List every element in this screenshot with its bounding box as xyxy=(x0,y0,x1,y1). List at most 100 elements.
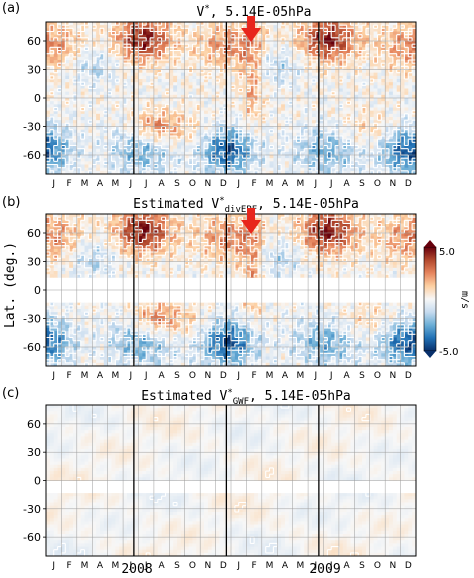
heatmap-cell xyxy=(269,91,274,96)
heatmap-cell xyxy=(273,129,278,134)
heatmap-cell xyxy=(304,82,309,86)
heatmap-cell xyxy=(308,69,313,74)
heatmap-cell xyxy=(111,126,116,131)
heatmap-cell xyxy=(157,41,163,45)
heatmap-cell xyxy=(111,72,116,77)
heatmap-cell xyxy=(342,129,348,134)
heatmap-cell xyxy=(157,126,163,131)
heatmap-cell xyxy=(269,101,274,105)
heatmap-cell xyxy=(219,75,224,80)
heatmap-cell xyxy=(99,217,105,221)
heatmap-cell xyxy=(234,31,240,36)
heatmap-cell xyxy=(69,98,74,102)
heatmap-cell xyxy=(234,145,240,150)
heatmap-cell xyxy=(169,220,174,224)
heatmap-cell xyxy=(335,155,340,159)
heatmap-cell xyxy=(53,47,58,51)
heatmap-cell xyxy=(227,104,232,108)
heatmap-cell xyxy=(207,47,213,51)
heatmap-cell xyxy=(165,41,170,45)
heatmap-cell xyxy=(238,142,243,146)
heatmap-cell xyxy=(115,220,120,224)
heatmap-cell xyxy=(412,132,416,137)
heatmap-cell xyxy=(308,151,313,156)
heatmap-cell xyxy=(231,132,236,137)
heatmap-cell xyxy=(373,155,378,159)
heatmap-cell xyxy=(84,44,89,48)
heatmap-cell xyxy=(184,94,189,99)
heatmap-cell xyxy=(404,63,409,67)
heatmap-cell xyxy=(150,56,155,61)
heatmap-cell xyxy=(49,28,55,32)
heatmap-cell xyxy=(192,91,197,96)
heatmap-cell xyxy=(72,37,78,42)
heatmap-cell xyxy=(177,63,182,67)
heatmap-cell xyxy=(115,75,120,80)
heatmap-cell xyxy=(319,82,324,86)
heatmap-cell xyxy=(408,110,413,115)
heatmap-cell xyxy=(315,123,321,127)
heatmap-cell xyxy=(296,136,301,140)
heatmap-cell xyxy=(103,85,109,89)
heatmap-cell xyxy=(269,139,274,143)
heatmap-cell xyxy=(377,170,382,174)
heatmap-cell xyxy=(49,164,55,169)
heatmap-cell xyxy=(284,151,290,156)
heatmap-cell xyxy=(180,136,186,140)
heatmap-cell xyxy=(377,132,382,137)
heatmap-cell xyxy=(281,170,286,174)
heatmap-cell xyxy=(338,82,344,86)
heatmap-cell xyxy=(331,123,336,127)
heatmap-cell xyxy=(103,94,109,99)
heatmap-cell xyxy=(242,94,247,99)
heatmap-cell xyxy=(223,91,228,96)
heatmap-cell xyxy=(381,123,386,127)
heatmap-cell xyxy=(319,120,324,124)
heatmap-cell xyxy=(49,170,55,174)
heatmap-cell xyxy=(111,44,116,48)
heatmap-cell xyxy=(53,167,58,172)
heatmap-cell xyxy=(373,145,378,150)
heatmap-cell xyxy=(107,28,112,32)
heatmap-cell xyxy=(400,88,405,93)
heatmap-cell xyxy=(350,129,355,134)
heatmap-cell xyxy=(277,220,282,224)
heatmap-cell xyxy=(327,117,332,121)
heatmap-cell xyxy=(381,85,386,89)
heatmap-cell xyxy=(396,66,401,70)
heatmap-cell xyxy=(284,66,290,70)
heatmap-cell xyxy=(146,60,151,64)
heatmap-cell xyxy=(188,220,193,224)
heatmap-cell xyxy=(88,104,93,108)
heatmap-cell xyxy=(284,85,290,89)
heatmap-cell xyxy=(311,123,317,127)
heatmap-cell xyxy=(358,129,363,134)
heatmap-cell xyxy=(296,214,301,218)
heatmap-cell xyxy=(126,88,132,93)
heatmap-cell xyxy=(315,28,321,32)
heatmap-cell xyxy=(49,104,55,108)
heatmap-cell xyxy=(153,60,159,64)
heatmap-cell xyxy=(173,164,178,169)
heatmap-cell xyxy=(196,126,201,131)
heatmap-cell xyxy=(315,217,321,221)
heatmap-cell xyxy=(227,69,232,74)
heatmap-cell xyxy=(157,50,163,55)
heatmap-cell xyxy=(119,44,124,48)
heatmap-cell xyxy=(381,82,386,86)
heatmap-cell xyxy=(273,69,278,74)
heatmap-cell xyxy=(53,88,58,93)
heatmap-cell xyxy=(269,56,274,61)
heatmap-cell xyxy=(250,132,255,137)
heatmap-cell xyxy=(76,85,82,89)
heatmap-cell xyxy=(265,37,270,42)
heatmap-cell xyxy=(250,139,255,143)
heatmap-cell xyxy=(404,214,409,218)
heatmap-cell xyxy=(150,148,155,153)
heatmap-cell xyxy=(111,82,116,86)
heatmap-cell xyxy=(184,139,189,143)
heatmap-cell xyxy=(389,120,394,124)
heatmap-cell xyxy=(242,53,247,58)
heatmap-cell xyxy=(362,56,367,61)
heatmap-cell xyxy=(311,75,317,80)
